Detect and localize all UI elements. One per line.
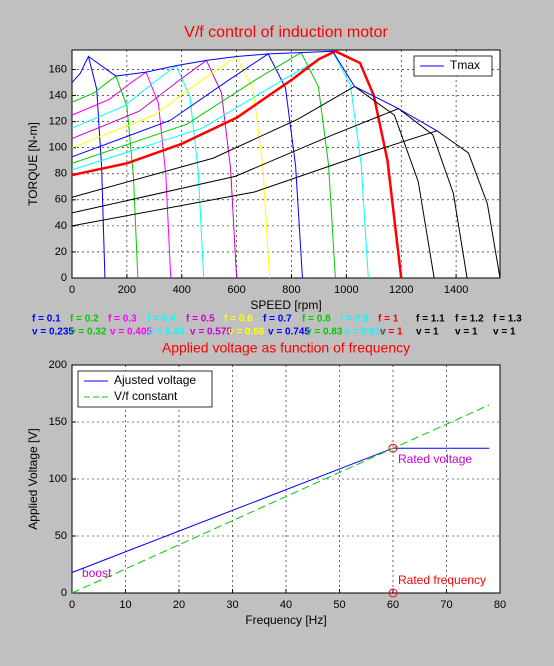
annotation: v = 0.32 bbox=[70, 327, 107, 338]
annotation: v = 0.745 bbox=[268, 327, 310, 338]
annotation: v = 1 bbox=[416, 327, 439, 338]
series-line bbox=[71, 49, 403, 279]
annotation: boost bbox=[82, 566, 112, 580]
annotation: f = 1.1 bbox=[416, 314, 445, 325]
annotation: f = 0.5 bbox=[186, 314, 215, 325]
x-tick-label: 1000 bbox=[334, 284, 358, 296]
annotation: f = 0.6 bbox=[224, 314, 253, 325]
annotation: v = 0.235 bbox=[32, 327, 74, 338]
annotation: v = 0.575 bbox=[190, 327, 232, 338]
y-tick-label: 100 bbox=[49, 473, 67, 485]
chart-title: V/f control of induction motor bbox=[184, 24, 388, 41]
y-tick-label: 100 bbox=[49, 142, 67, 154]
legend-label: Tmax bbox=[450, 58, 480, 72]
y-axis-label: Applied Voltage [V] bbox=[26, 428, 40, 529]
x-tick-label: 10 bbox=[119, 599, 131, 611]
x-tick-label: 20 bbox=[173, 599, 185, 611]
annotation: f = 1.3 bbox=[493, 314, 522, 325]
annotation: v = 0.49 bbox=[148, 327, 185, 338]
annotation: v = 1 bbox=[493, 327, 516, 338]
y-tick-label: 50 bbox=[55, 530, 67, 542]
y-tick-label: 20 bbox=[55, 246, 67, 258]
annotation: v = 1 bbox=[380, 327, 403, 338]
x-tick-label: 200 bbox=[118, 284, 136, 296]
marker bbox=[388, 443, 398, 453]
series-line bbox=[88, 50, 438, 132]
annotation: f = 0.3 bbox=[108, 314, 137, 325]
annotation: f = 1 bbox=[378, 314, 399, 325]
annotation: f = 0.7 bbox=[263, 314, 292, 325]
plot-area bbox=[72, 50, 500, 278]
y-tick-label: 160 bbox=[49, 63, 67, 75]
y-axis-label: TORQUE [N-m] bbox=[26, 122, 40, 206]
x-tick-label: 0 bbox=[69, 599, 75, 611]
annotation: f = 0.1 bbox=[32, 314, 61, 325]
annotation: v = 0.83 bbox=[306, 327, 343, 338]
y-tick-label: 200 bbox=[49, 359, 67, 371]
x-tick-label: 400 bbox=[173, 284, 191, 296]
x-tick-label: 1400 bbox=[444, 284, 468, 296]
x-tick-label: 70 bbox=[440, 599, 452, 611]
y-tick-label: 120 bbox=[49, 116, 67, 128]
x-tick-label: 800 bbox=[282, 284, 300, 296]
x-tick-label: 80 bbox=[494, 599, 506, 611]
chart-title: Applied voltage as function of frequency bbox=[162, 340, 410, 356]
annotation: v = 0.66 bbox=[228, 327, 265, 338]
annotation: Rated frequency bbox=[398, 573, 486, 587]
y-tick-label: 140 bbox=[49, 90, 67, 102]
y-tick-label: 40 bbox=[55, 220, 67, 232]
x-tick-label: 60 bbox=[387, 599, 399, 611]
legend-box bbox=[77, 370, 213, 408]
x-axis-label: SPEED [rpm] bbox=[250, 298, 321, 312]
legend-box bbox=[413, 55, 493, 77]
axes-box bbox=[71, 49, 501, 279]
marker bbox=[388, 588, 398, 598]
annotation: f = 0.2 bbox=[70, 314, 99, 325]
x-tick-label: 1200 bbox=[389, 284, 413, 296]
axes-box bbox=[71, 364, 501, 594]
y-tick-label: 80 bbox=[55, 168, 67, 180]
y-tick-label: 150 bbox=[49, 416, 67, 428]
x-axis-label: Frequency [Hz] bbox=[245, 613, 326, 627]
annotation: v = 1 bbox=[455, 327, 478, 338]
x-tick-label: 40 bbox=[280, 599, 292, 611]
x-tick-label: 0 bbox=[69, 284, 75, 296]
y-tick-label: 60 bbox=[55, 194, 67, 206]
x-tick-label: 30 bbox=[226, 599, 238, 611]
annotation: Rated voltage bbox=[398, 452, 472, 466]
y-tick-label: 0 bbox=[61, 587, 67, 599]
y-tick-label: 0 bbox=[61, 272, 67, 284]
x-tick-label: 600 bbox=[227, 284, 245, 296]
annotation: f = 0.9 bbox=[340, 314, 369, 325]
annotation: f = 0.8 bbox=[302, 314, 331, 325]
annotation: f = 0.4 bbox=[147, 314, 176, 325]
annotation: v = 0.405 bbox=[110, 327, 152, 338]
annotation: f = 1.2 bbox=[455, 314, 484, 325]
legend-label: V/f constant bbox=[114, 389, 178, 403]
x-tick-label: 50 bbox=[333, 599, 345, 611]
legend-label: Ajusted voltage bbox=[114, 373, 196, 387]
series-line bbox=[71, 404, 490, 594]
annotation: v = 0.915 bbox=[344, 327, 386, 338]
